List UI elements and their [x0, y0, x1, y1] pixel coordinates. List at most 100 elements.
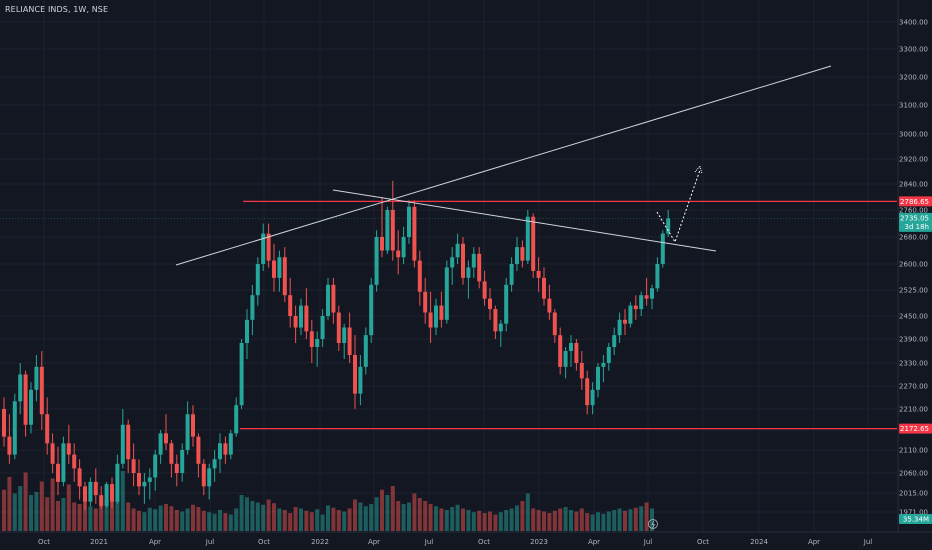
- candle[interactable]: [39, 366, 44, 415]
- candle[interactable]: [207, 468, 212, 487]
- candle[interactable]: [396, 250, 401, 258]
- candle[interactable]: [293, 316, 298, 328]
- candle[interactable]: [309, 331, 314, 347]
- candle[interactable]: [644, 295, 649, 299]
- candle[interactable]: [245, 319, 249, 343]
- candle[interactable]: [390, 210, 395, 251]
- candle[interactable]: [66, 443, 71, 455]
- candle[interactable]: [585, 378, 590, 406]
- candle[interactable]: [255, 264, 260, 296]
- candle[interactable]: [650, 288, 654, 299]
- candle[interactable]: [444, 267, 449, 320]
- candle[interactable]: [520, 247, 525, 261]
- candle[interactable]: [493, 309, 498, 332]
- candle[interactable]: [558, 335, 563, 367]
- candle[interactable]: [471, 253, 476, 268]
- candle[interactable]: [56, 463, 60, 482]
- candle[interactable]: [185, 414, 190, 450]
- candle[interactable]: [304, 305, 309, 332]
- candle[interactable]: [158, 433, 163, 455]
- candle[interactable]: [579, 363, 584, 379]
- candle[interactable]: [374, 237, 379, 285]
- candle[interactable]: [466, 267, 471, 278]
- candle[interactable]: [633, 305, 638, 310]
- candle[interactable]: [29, 389, 33, 425]
- candle[interactable]: [547, 298, 552, 313]
- candle[interactable]: [601, 363, 606, 367]
- candle[interactable]: [358, 366, 363, 394]
- candle[interactable]: [77, 468, 82, 487]
- candle[interactable]: [299, 305, 303, 328]
- candle[interactable]: [104, 484, 109, 506]
- candle[interactable]: [326, 284, 330, 316]
- candle[interactable]: [153, 454, 158, 478]
- candle[interactable]: [320, 316, 325, 339]
- candle[interactable]: [407, 206, 411, 237]
- candle[interactable]: [88, 481, 93, 502]
- candle[interactable]: [272, 260, 276, 278]
- candle[interactable]: [2, 409, 6, 437]
- candle[interactable]: [488, 298, 492, 310]
- candle[interactable]: [525, 216, 530, 261]
- candle[interactable]: [7, 436, 12, 455]
- candle[interactable]: [261, 233, 266, 264]
- candle[interactable]: [18, 374, 23, 402]
- candle[interactable]: [228, 433, 233, 455]
- candle[interactable]: [315, 339, 320, 347]
- candle[interactable]: [191, 414, 195, 437]
- candle[interactable]: [250, 295, 255, 320]
- descending-trendline[interactable]: [332, 189, 717, 252]
- candle[interactable]: [45, 414, 50, 444]
- candle[interactable]: [234, 405, 239, 434]
- candle[interactable]: [401, 237, 406, 258]
- candle[interactable]: [72, 454, 77, 469]
- lightning-icon[interactable]: [648, 519, 658, 529]
- candle[interactable]: [131, 459, 136, 473]
- candle[interactable]: [83, 486, 87, 502]
- candle[interactable]: [266, 233, 271, 261]
- candle[interactable]: [612, 335, 617, 347]
- candle[interactable]: [590, 389, 595, 406]
- candle[interactable]: [417, 260, 422, 292]
- candle[interactable]: [536, 270, 541, 278]
- candle[interactable]: [142, 481, 147, 487]
- candle[interactable]: [596, 366, 600, 390]
- candle[interactable]: [34, 366, 39, 390]
- candle[interactable]: [623, 319, 627, 324]
- candle[interactable]: [455, 243, 460, 258]
- candle[interactable]: [342, 327, 347, 344]
- candle[interactable]: [569, 343, 573, 351]
- candle[interactable]: [439, 305, 444, 320]
- candle[interactable]: [212, 459, 217, 469]
- candle[interactable]: [23, 374, 28, 425]
- candle[interactable]: [563, 351, 568, 367]
- candle[interactable]: [147, 477, 152, 482]
- candle[interactable]: [110, 484, 114, 502]
- candle[interactable]: [93, 481, 98, 496]
- candle[interactable]: [461, 243, 465, 278]
- candle[interactable]: [552, 312, 557, 336]
- candle[interactable]: [606, 347, 611, 363]
- candle[interactable]: [201, 463, 206, 487]
- candle[interactable]: [515, 247, 519, 264]
- candle[interactable]: [434, 305, 438, 328]
- candle[interactable]: [639, 295, 644, 310]
- candle[interactable]: [336, 312, 341, 343]
- candle[interactable]: [50, 443, 55, 464]
- candle[interactable]: [99, 495, 104, 506]
- candle[interactable]: [282, 257, 287, 296]
- candle[interactable]: [223, 443, 228, 455]
- candle[interactable]: [331, 284, 336, 313]
- candle[interactable]: [531, 216, 536, 271]
- candle[interactable]: [218, 443, 222, 460]
- candle[interactable]: [666, 218, 671, 234]
- candle[interactable]: [180, 450, 185, 473]
- candle[interactable]: [369, 284, 374, 336]
- candle[interactable]: [617, 319, 622, 336]
- candle[interactable]: [239, 343, 244, 406]
- candle[interactable]: [477, 253, 482, 282]
- candle[interactable]: [660, 233, 665, 264]
- candle[interactable]: [542, 277, 546, 299]
